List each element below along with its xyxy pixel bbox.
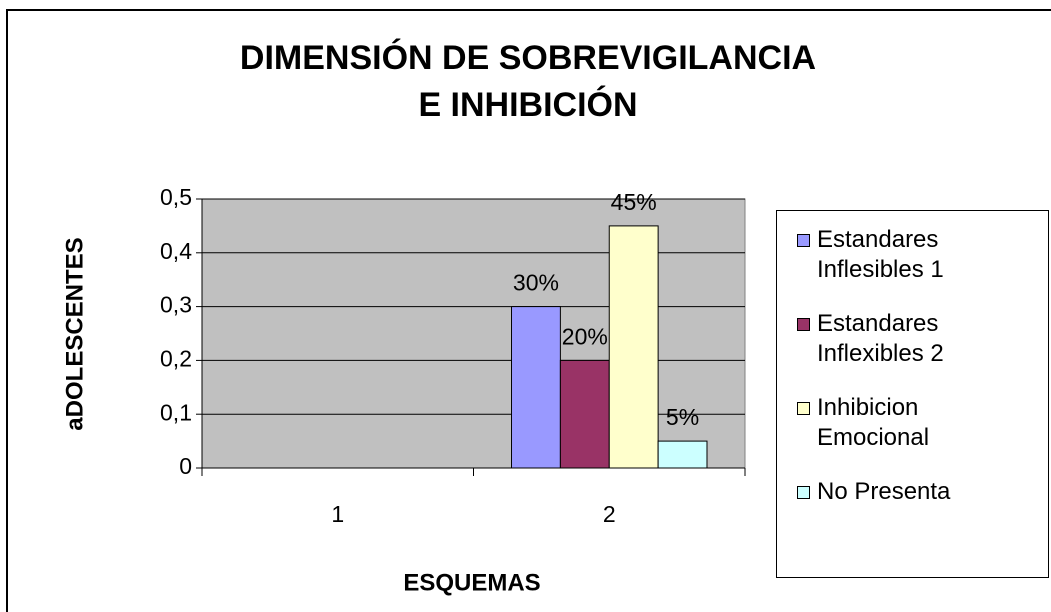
y-tick-label: 0,3 bbox=[160, 292, 192, 318]
data-label: 30% bbox=[513, 270, 559, 296]
bar bbox=[511, 306, 561, 469]
legend-swatch bbox=[797, 234, 810, 247]
legend-label: Estandares Inflesibles 1 bbox=[817, 226, 944, 283]
data-label: 20% bbox=[562, 323, 608, 349]
legend: Estandares Inflesibles 1 Estandares Infle… bbox=[776, 210, 1049, 578]
y-tick-label: 0,2 bbox=[160, 345, 192, 371]
x-axis-label: ESQUEMAS bbox=[403, 569, 540, 596]
y-tick-label: 0,5 bbox=[160, 184, 192, 210]
legend-swatch bbox=[797, 402, 810, 415]
legend-label: Estandares Inflexibles 2 bbox=[817, 310, 944, 367]
bar bbox=[559, 359, 610, 469]
bar bbox=[608, 225, 659, 469]
legend-label: Inhibicion Emocional bbox=[817, 394, 930, 451]
bar bbox=[657, 440, 708, 469]
x-tick-label: 2 bbox=[603, 501, 616, 527]
y-tick-label: 0,4 bbox=[160, 238, 192, 264]
chart-title: E INHIBICIÓN bbox=[418, 86, 637, 124]
plot-area bbox=[201, 198, 746, 469]
chart-title: DIMENSIÓN DE SOBREVIGILANCIA bbox=[240, 39, 816, 77]
data-label: 45% bbox=[611, 189, 657, 215]
legend-swatch bbox=[797, 486, 810, 499]
legend-swatch bbox=[797, 318, 810, 331]
x-tick-label: 1 bbox=[331, 501, 344, 527]
data-label: 5% bbox=[666, 404, 699, 430]
legend-entry: Estandares Inflexibles 2 bbox=[777, 309, 1037, 369]
y-tick-label: 0,1 bbox=[160, 399, 192, 425]
y-tick-label: 0 bbox=[179, 453, 192, 479]
legend-entry: No Presenta bbox=[777, 477, 1037, 507]
y-axis-label: aDOLESCENTES bbox=[61, 237, 88, 430]
legend-entry: Inhibicion Emocional bbox=[777, 393, 1037, 453]
legend-entry: Estandares Inflesibles 1 bbox=[777, 225, 1037, 285]
legend-label: No Presenta bbox=[817, 478, 951, 505]
